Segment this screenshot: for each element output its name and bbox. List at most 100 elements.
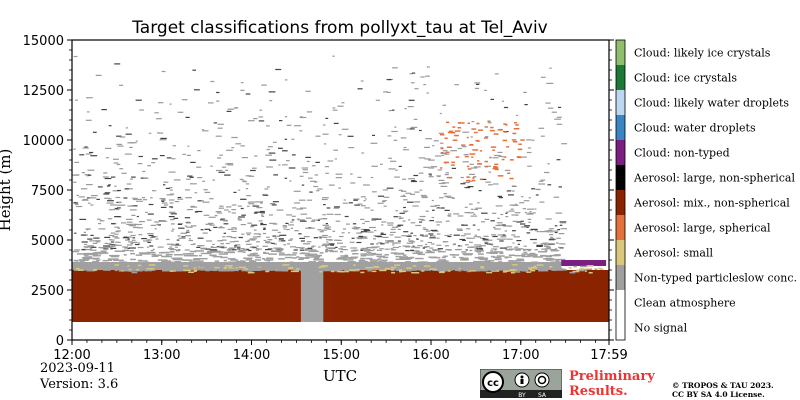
region-pixel [513,269,521,271]
region-pixel [437,250,446,253]
y-tick-label: 7500 [31,184,64,199]
fringe-pixel [439,271,445,274]
speckle-pixel [116,135,122,137]
speckle-pixel [504,230,508,232]
speckle-pixel [410,128,415,130]
speckle-pixel [253,212,258,214]
region-pixel [205,269,210,272]
region-pixel [509,159,514,161]
speckle-pixel [238,216,245,218]
speckle-pixel [428,176,434,178]
fringe-pixel [474,264,482,267]
speckle-pixel [488,184,493,186]
speckle-pixel [114,241,119,243]
speckle-pixel [300,220,307,222]
speckle-pixel [96,198,100,200]
speckle-pixel [114,207,119,210]
region-pixel [360,257,366,260]
region-pixel [490,255,495,258]
region-pixel [314,259,324,261]
speckle-pixel [304,243,311,245]
region-pixel [414,250,420,252]
fringe-pixel [147,266,150,268]
speckle-pixel [524,212,528,214]
speckle-pixel [227,248,234,250]
region-pixel [405,261,411,263]
region-pixel [114,250,125,252]
speckle-pixel [299,175,304,177]
speckle-pixel [300,213,308,215]
speckle-pixel [325,249,328,251]
speckle-pixel [171,244,178,246]
speckle-pixel [251,247,257,249]
region-pixel [549,254,560,257]
speckle-pixel [84,243,88,246]
speckle-pixel [219,219,225,221]
speckle-pixel [424,246,430,248]
speckle-pixel [548,239,555,241]
region-pixel [193,260,204,262]
speckle-pixel [187,175,193,177]
speckle-pixel [312,165,316,167]
region-pixel [218,269,229,272]
speckle-pixel [303,236,310,238]
fringe-pixel [349,269,357,271]
region-1 [72,270,609,322]
speckle-pixel [490,244,494,246]
speckle-pixel [420,219,426,221]
speckle-pixel [549,67,552,69]
speckle-pixel [161,202,168,204]
speckle-pixel [245,93,251,95]
speckle-pixel [116,230,121,232]
speckle-pixel [440,207,445,209]
speckle-pixel [269,100,273,102]
speckle-pixel [174,244,182,246]
speckle-pixel [262,245,268,247]
region-pixel [395,258,406,260]
region-pixel [337,258,344,260]
region-pixel [247,258,252,261]
speckle-pixel [258,116,264,118]
speckle-pixel [268,239,273,241]
speckle-pixel [86,184,93,186]
region-pixel [186,259,193,261]
speckle-pixel [505,212,508,214]
speckle-pixel [76,194,79,196]
region-pixel [83,252,91,255]
region-pixel [489,156,492,159]
speckle-pixel [382,189,389,191]
region-pixel [493,133,499,135]
speckle-pixel [403,211,407,213]
fringe-pixel [536,264,544,266]
speckle-pixel [467,246,475,248]
speckle-pixel [411,72,416,74]
speckle-pixel [324,226,331,228]
speckle-pixel [383,91,388,93]
speckle-pixel [419,221,423,223]
speckle-pixel [195,210,203,213]
region-pixel [477,163,482,165]
fringe-pixel [257,266,262,269]
fringe-pixel [531,267,538,269]
speckle-pixel [287,224,294,226]
speckle-pixel [338,248,343,250]
fringe-pixel [251,264,255,266]
region-pixel [462,253,474,255]
speckle-pixel [283,228,286,230]
region-pixel [449,254,455,256]
speckle-pixel [234,244,241,246]
speckle-pixel [155,238,159,240]
speckle-pixel [380,232,384,234]
region-pixel [517,156,522,159]
region-pixel [430,256,441,259]
speckle-pixel [106,202,114,204]
speckle-pixel [501,100,504,102]
speckle-pixel [392,246,399,249]
legend-label: Aerosol: small [633,247,713,260]
speckle-pixel [128,247,136,249]
speckle-pixel [187,145,190,147]
region-pixel [214,260,220,262]
region-pixel [367,270,372,272]
speckle-pixel [506,238,513,240]
speckle-pixel [478,190,482,192]
